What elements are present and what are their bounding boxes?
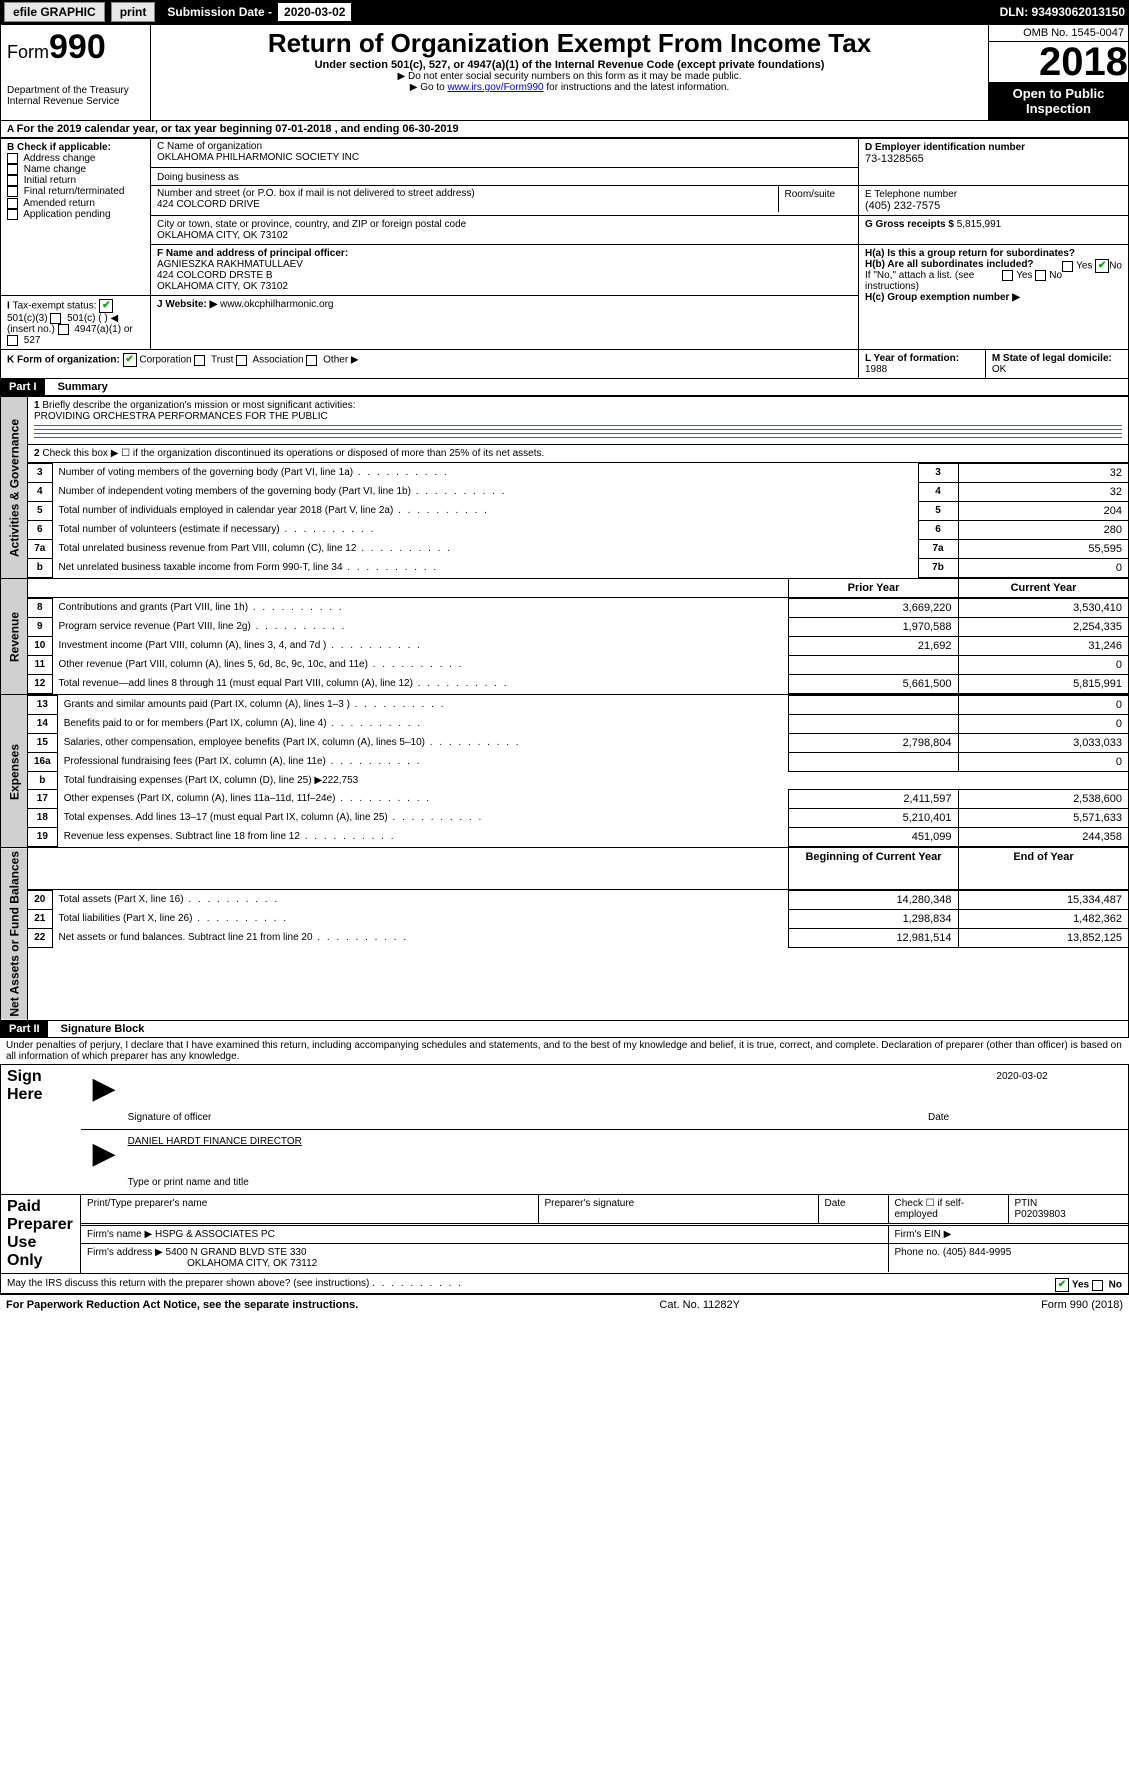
part2-header: Part II: [1, 1021, 48, 1037]
dba-label: Doing business as: [151, 170, 858, 185]
data-row: 18 Total expenses. Add lines 13–17 (must…: [28, 809, 1128, 828]
data-row: 15 Salaries, other compensation, employe…: [28, 734, 1128, 753]
part2-title: Signature Block: [51, 1023, 145, 1035]
note-ssn: ▶ Do not enter social security numbers o…: [157, 71, 982, 82]
boxb-item: Initial return: [7, 175, 144, 186]
data-row: 20 Total assets (Part X, line 16) 14,280…: [28, 891, 1128, 910]
signature-block: Sign Here ▶ 2020-03-02 Signature of offi…: [0, 1064, 1129, 1274]
gov-row: 4 Number of independent voting members o…: [28, 483, 1128, 502]
data-row: 21 Total liabilities (Part X, line 26) 1…: [28, 910, 1128, 929]
data-row: 16a Professional fundraising fees (Part …: [28, 753, 1128, 772]
gross-receipts: G Gross receipts $ 5,815,991: [859, 216, 1129, 245]
ein-value: 73-1328565: [865, 153, 1122, 165]
paid-preparer-label: Paid Preparer Use Only: [1, 1195, 81, 1274]
form-label: Form990: [7, 42, 106, 62]
page-footer: For Paperwork Reduction Act Notice, see …: [0, 1294, 1129, 1315]
boxb-item: Application pending: [7, 209, 144, 220]
data-row: b Total fundraising expenses (Part IX, c…: [28, 772, 1128, 790]
vlabel-governance: Activities & Governance: [1, 397, 28, 579]
vlabel-netassets: Net Assets or Fund Balances: [1, 848, 28, 1021]
form-subtitle: Under section 501(c), 527, or 4947(a)(1)…: [157, 59, 982, 71]
data-row: 13 Grants and similar amounts paid (Part…: [28, 696, 1128, 715]
print-button[interactable]: print: [111, 2, 156, 22]
vlabel-expenses: Expenses: [1, 695, 28, 848]
boxb-item: Final return/terminated: [7, 186, 144, 197]
discuss-line: May the IRS discuss this return with the…: [0, 1274, 1129, 1294]
gov-row: b Net unrelated business taxable income …: [28, 559, 1128, 578]
data-row: 9 Program service revenue (Part VIII, li…: [28, 618, 1128, 637]
boxb-item: Address change: [7, 153, 144, 164]
phone-value: (405) 232-7575: [865, 200, 1122, 212]
gov-row: 7a Total unrelated business revenue from…: [28, 540, 1128, 559]
submission-label: Submission Date -: [161, 3, 278, 21]
part1-title: Summary: [48, 381, 108, 393]
efile-label: efile GRAPHIC: [4, 2, 105, 22]
open-public-badge: Open to Public Inspection: [989, 82, 1128, 120]
vlabel-revenue: Revenue: [1, 579, 28, 695]
gov-row: 6 Total number of volunteers (estimate i…: [28, 521, 1128, 540]
gov-row: 5 Total number of individuals employed i…: [28, 502, 1128, 521]
note-goto: ▶ Go to www.irs.gov/Form990 for instruct…: [157, 82, 982, 93]
box-i: I Tax-exempt status: ✔ 501(c)(3) 501(c) …: [1, 296, 151, 350]
dln-label: DLN: 93493062013150: [1000, 5, 1125, 19]
data-row: 17 Other expenses (Part IX, column (A), …: [28, 790, 1128, 809]
tax-period-line: A For the 2019 calendar year, or tax yea…: [0, 121, 1129, 138]
form-header: Form990 Department of the Treasury Inter…: [0, 24, 1129, 121]
box-k: K Form of organization: ✔ Corporation Tr…: [1, 350, 859, 379]
tax-year: 2018: [989, 42, 1128, 82]
form-title: Return of Organization Exempt From Incom…: [157, 28, 982, 59]
data-row: 12 Total revenue—add lines 8 through 11 …: [28, 675, 1128, 694]
declaration-text: Under penalties of perjury, I declare th…: [0, 1038, 1129, 1064]
data-row: 14 Benefits paid to or for members (Part…: [28, 715, 1128, 734]
top-toolbar: efile GRAPHIC print Submission Date - 20…: [0, 0, 1129, 24]
data-row: 8 Contributions and grants (Part VIII, l…: [28, 599, 1128, 618]
part1-header: Part I: [1, 379, 45, 395]
submission-date: 2020-03-02: [278, 3, 351, 21]
org-name-label: C Name of organizationOKLAHOMA PHILHARMO…: [151, 139, 858, 165]
form990-link[interactable]: www.irs.gov/Form990: [447, 82, 543, 93]
data-row: 10 Investment income (Part VIII, column …: [28, 637, 1128, 656]
principal-officer: F Name and address of principal officer:…: [151, 245, 859, 296]
phone-label: E Telephone number: [865, 189, 1122, 200]
sign-here-label: Sign Here: [1, 1065, 81, 1195]
boxb-item: Amended return: [7, 198, 144, 209]
box-b: B Check if applicable: Address change Na…: [1, 139, 151, 296]
data-row: 19 Revenue less expenses. Subtract line …: [28, 828, 1128, 847]
part1-table: Activities & Governance 1 Briefly descri…: [0, 396, 1129, 1021]
dept-label: Department of the Treasury Internal Reve…: [7, 85, 144, 107]
website-value: www.okcphilharmonic.org: [220, 299, 333, 310]
boxb-item: Name change: [7, 164, 144, 175]
data-row: 22 Net assets or fund balances. Subtract…: [28, 929, 1128, 948]
gov-row: 3 Number of voting members of the govern…: [28, 464, 1128, 483]
ein-label: D Employer identification number: [865, 142, 1122, 153]
data-row: 11 Other revenue (Part VIII, column (A),…: [28, 656, 1128, 675]
box-h: H(a) Is this a group return for subordin…: [859, 245, 1129, 350]
entity-info-grid: B Check if applicable: Address change Na…: [0, 138, 1129, 379]
